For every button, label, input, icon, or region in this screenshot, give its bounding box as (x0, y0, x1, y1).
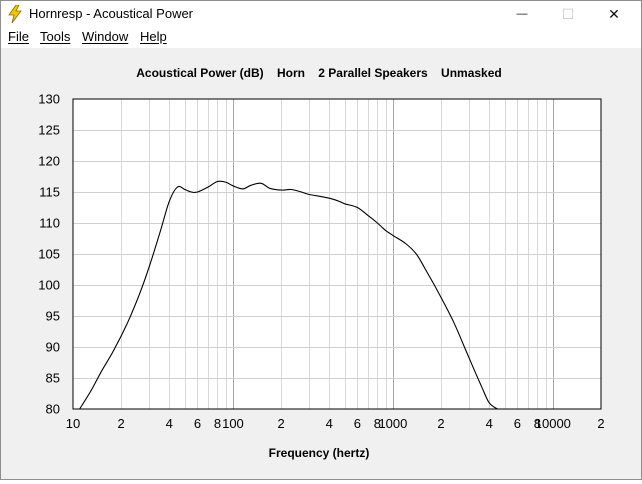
x-tick-label: 2 (277, 416, 284, 431)
x-tick-label: 2 (597, 416, 604, 431)
chart-title: Acoustical Power (dB) Horn 2 Parallel Sp… (136, 66, 501, 80)
menu-help[interactable]: Help (140, 29, 167, 44)
minimize-button[interactable]: — (499, 1, 545, 27)
x-tick-label: 100 (222, 416, 244, 431)
y-tick-label: 105 (38, 247, 60, 262)
x-tick-label: 6 (194, 416, 201, 431)
menu-window[interactable]: Window (82, 29, 129, 44)
plot-frame (72, 98, 602, 410)
y-tick-label: 125 (38, 123, 60, 138)
x-tick-label: 10 (66, 416, 80, 431)
window-title: Hornresp - Acoustical Power (29, 6, 194, 21)
y-tick-label: 80 (46, 402, 60, 417)
y-tick-label: 100 (38, 278, 60, 293)
x-tick-label: 1000 (378, 416, 407, 431)
maximize-button[interactable]: ☐ (545, 1, 591, 27)
acoustical-power-chart: Acoustical Power (dB) Horn 2 Parallel Sp… (38, 66, 605, 460)
y-tick-label: 90 (46, 340, 60, 355)
y-tick-label: 120 (38, 154, 60, 169)
x-tick-label: 4 (326, 416, 333, 431)
x-tick-label: 4 (486, 416, 493, 431)
x-tick-label: 6 (514, 416, 521, 431)
x-tick-label: 8 (374, 416, 381, 431)
x-tick-label: 8 (534, 416, 541, 431)
y-tick-label: 115 (39, 185, 60, 200)
series-layer (79, 180, 498, 410)
minimize-icon: — (516, 8, 528, 20)
y-tick-label: 95 (46, 309, 60, 324)
x-tick-label: 6 (354, 416, 361, 431)
close-icon: ✕ (608, 5, 620, 22)
series-line (79, 180, 498, 410)
y-tick-label: 130 (38, 92, 60, 107)
grid-lines (73, 99, 601, 409)
x-tick-label: 10000 (535, 416, 571, 431)
chart-area: Acoustical Power (dB) Horn 2 Parallel Sp… (1, 48, 641, 479)
menu-bar: File Tools Window Help (1, 27, 641, 48)
y-tick-label: 110 (39, 216, 60, 231)
y-tick-labels: 80 85 90 95 100 105 110 115 120 125 130 (38, 92, 60, 417)
lightning-bolt-icon (8, 5, 22, 23)
maximize-icon: ☐ (561, 5, 575, 22)
close-button[interactable]: ✕ (591, 1, 637, 27)
menu-file[interactable]: File (8, 29, 29, 44)
x-tick-label: 2 (437, 416, 444, 431)
x-tick-label: 2 (118, 416, 125, 431)
x-tick-label: 8 (214, 416, 221, 431)
title-bar[interactable]: Hornresp - Acoustical Power — ☐ ✕ (1, 1, 641, 28)
y-tick-label: 85 (46, 371, 60, 386)
x-tick-label: 4 (166, 416, 173, 431)
x-axis-label: Frequency (hertz) (269, 446, 370, 460)
menu-tools[interactable]: Tools (40, 29, 71, 44)
